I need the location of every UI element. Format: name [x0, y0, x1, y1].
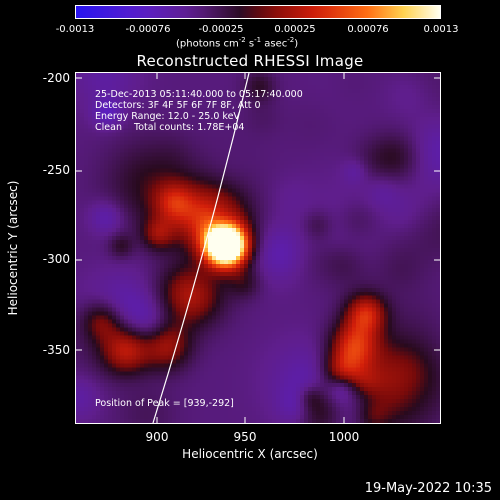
colorbar	[75, 5, 441, 19]
info-line: Energy Range: 12.0 - 25.0 keV	[95, 111, 240, 122]
colorbar-tick: 0.0013	[423, 24, 459, 35]
x-tick-label: 1000	[328, 430, 360, 444]
limb-overlay	[76, 73, 440, 423]
y-tick-label: -200	[42, 71, 70, 85]
peak-position: Position of Peak = [939,-292]	[95, 398, 234, 409]
plot-title: Reconstructed RHESSI Image	[136, 52, 364, 70]
colorbar-tick: 0.00025	[274, 24, 316, 35]
x-tick-label: 950	[233, 430, 257, 444]
x-tick-label: 900	[145, 430, 169, 444]
y-tick-label: -300	[42, 252, 70, 266]
y-tick-label: -250	[42, 163, 70, 177]
colorbar-tick: -0.00025	[198, 24, 244, 35]
timestamp: 19-May-2022 10:35	[364, 481, 492, 496]
solar-image	[76, 73, 440, 423]
info-line: Clean Total counts: 1.78E+04	[95, 122, 245, 133]
colorbar-unit-label: (photons cm-2 s-1 asec-2)	[176, 36, 299, 50]
info-line: 25-Dec-2013 05:11:40.000 to 05:17:40.000	[95, 89, 303, 100]
info-line: Detectors: 3F 4F 5F 6F 7F 8F, Att 0	[95, 100, 261, 111]
y-axis-label: Heliocentric Y (arcsec)	[6, 180, 20, 316]
solar-limb-line	[152, 73, 250, 423]
colorbar-tick: -0.0013	[55, 24, 95, 35]
colorbar-tick: 0.00076	[347, 24, 389, 35]
image-frame: 25-Dec-2013 05:11:40.000 to 05:17:40.000…	[75, 72, 441, 424]
colorbar-tick: -0.00076	[125, 24, 171, 35]
x-axis-label: Heliocentric X (arcsec)	[182, 447, 318, 461]
y-tick-label: -350	[42, 343, 70, 357]
